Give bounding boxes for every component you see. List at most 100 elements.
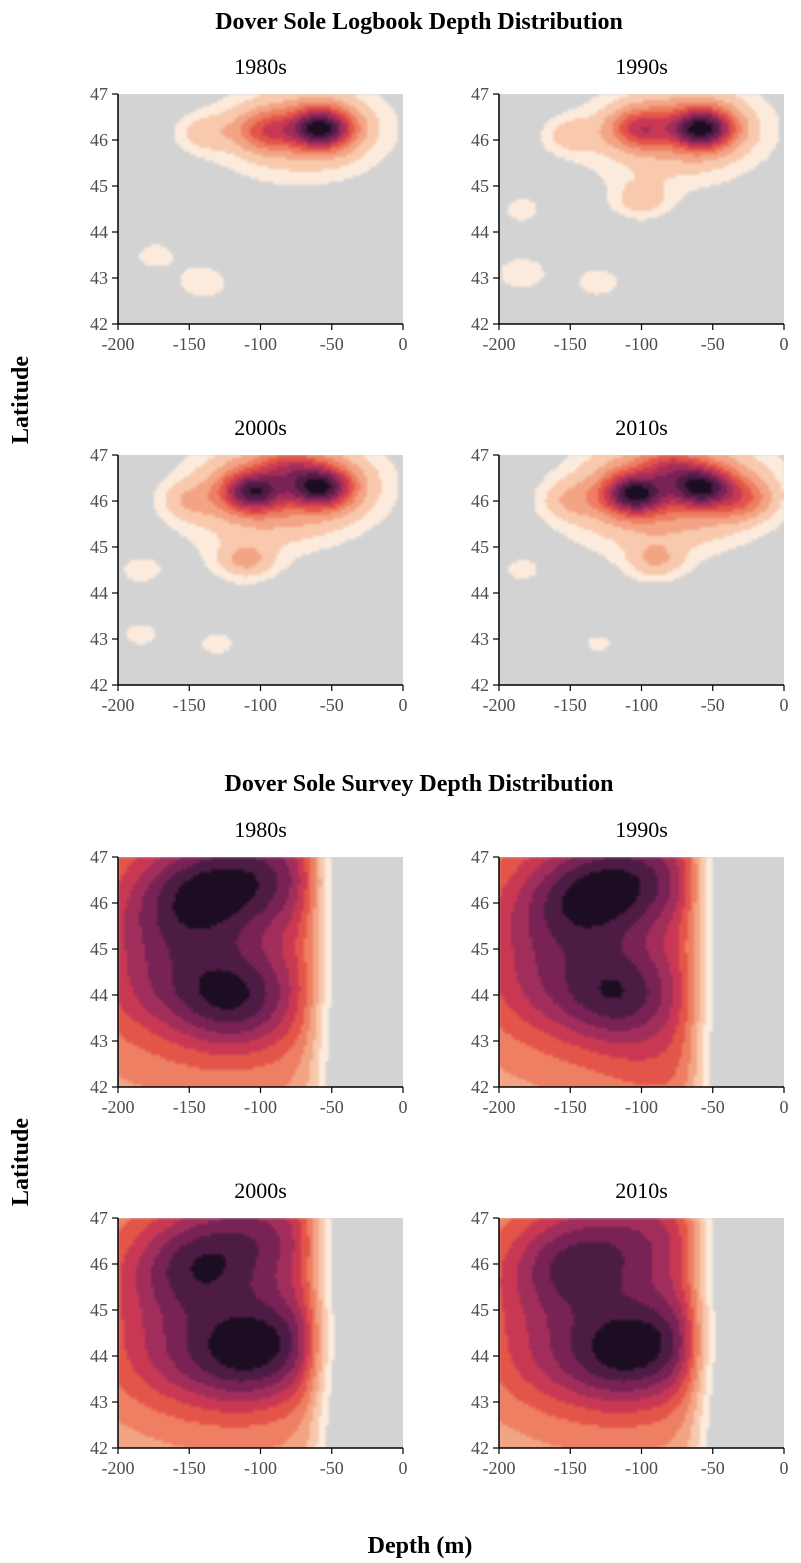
density-cell	[283, 133, 287, 137]
density-cell	[655, 154, 659, 158]
density-cell	[289, 139, 293, 143]
density-cell	[208, 280, 212, 284]
density-cell	[319, 133, 323, 137]
density-cell	[346, 118, 350, 122]
density-cell	[145, 253, 149, 257]
density-cell	[574, 118, 578, 122]
density-cell	[361, 112, 365, 116]
density-cell	[316, 148, 320, 152]
density-cell	[247, 461, 251, 465]
density-cell	[637, 118, 641, 122]
density-cell	[550, 127, 554, 131]
y-tick-label: 44	[90, 222, 108, 242]
density-cell	[292, 118, 296, 122]
density-cell	[667, 142, 671, 146]
density-cell	[373, 154, 377, 158]
density-cell	[286, 133, 290, 137]
density-cell	[247, 458, 251, 462]
density-cell	[658, 187, 662, 191]
density-cell	[610, 151, 614, 155]
density-cell	[655, 178, 659, 182]
density-cell	[283, 127, 287, 131]
density-cell	[157, 247, 161, 251]
density-cell	[238, 148, 242, 152]
density-cell	[637, 217, 641, 221]
density-cell	[637, 187, 641, 191]
density-cell	[253, 148, 257, 152]
density-cell	[634, 151, 638, 155]
density-cell	[238, 169, 242, 173]
density-cell	[208, 133, 212, 137]
density-cell	[163, 253, 167, 257]
density-cell	[190, 461, 194, 465]
density-cell	[376, 130, 380, 134]
density-cell	[682, 175, 686, 179]
density-cell	[256, 458, 260, 462]
density-cell	[646, 214, 650, 218]
density-cell	[196, 151, 200, 155]
density-cell	[574, 109, 578, 113]
density-cell	[280, 181, 284, 185]
density-cell	[709, 148, 713, 152]
density-cell	[283, 169, 287, 173]
density-cell	[148, 262, 152, 266]
density-cell	[613, 175, 617, 179]
density-cell	[703, 127, 707, 131]
density-cell	[274, 151, 278, 155]
density-cell	[346, 157, 350, 161]
density-cell	[310, 118, 314, 122]
density-cell	[331, 145, 335, 149]
density-cell	[586, 124, 590, 128]
density-cell	[376, 461, 380, 465]
density-cell	[202, 289, 206, 293]
density-cell	[649, 172, 653, 176]
density-cell	[667, 133, 671, 137]
density-cell	[748, 115, 752, 119]
density-cell	[643, 136, 647, 140]
density-cell	[685, 160, 689, 164]
density-cell	[205, 118, 209, 122]
density-cell	[334, 160, 338, 164]
density-cell	[760, 97, 764, 101]
density-cell	[655, 172, 659, 176]
density-cell	[625, 190, 629, 194]
density-cell	[301, 139, 305, 143]
density-cell	[286, 169, 290, 173]
density-cell	[676, 184, 680, 188]
density-cell	[214, 271, 218, 275]
density-cell	[280, 127, 284, 131]
density-cell	[379, 130, 383, 134]
density-cell	[643, 130, 647, 134]
density-cell	[739, 157, 743, 161]
density-cell	[199, 473, 203, 477]
density-cell	[340, 121, 344, 125]
density-cell	[373, 115, 377, 119]
density-cell	[238, 455, 242, 459]
density-cell	[292, 163, 296, 167]
density-cell	[694, 181, 698, 185]
density-cell	[667, 139, 671, 143]
density-cell	[757, 121, 761, 125]
density-cell	[637, 145, 641, 149]
density-cell	[355, 112, 359, 116]
density-cell	[307, 139, 311, 143]
density-cell	[631, 94, 635, 98]
density-cell	[703, 154, 707, 158]
density-cell	[655, 127, 659, 131]
density-cell	[706, 151, 710, 155]
density-cell	[286, 470, 290, 474]
density-cell	[331, 118, 335, 122]
density-cell	[373, 458, 377, 462]
density-cell	[331, 109, 335, 113]
density-cell	[205, 142, 209, 146]
density-cell	[736, 115, 740, 119]
density-cell	[172, 473, 176, 477]
density-cell	[685, 94, 689, 98]
density-cell	[313, 163, 317, 167]
density-cell	[643, 193, 647, 197]
density-cell	[583, 112, 587, 116]
density-cell	[337, 112, 341, 116]
density-cell	[640, 196, 644, 200]
density-cell	[532, 277, 536, 281]
density-cell	[517, 208, 521, 212]
